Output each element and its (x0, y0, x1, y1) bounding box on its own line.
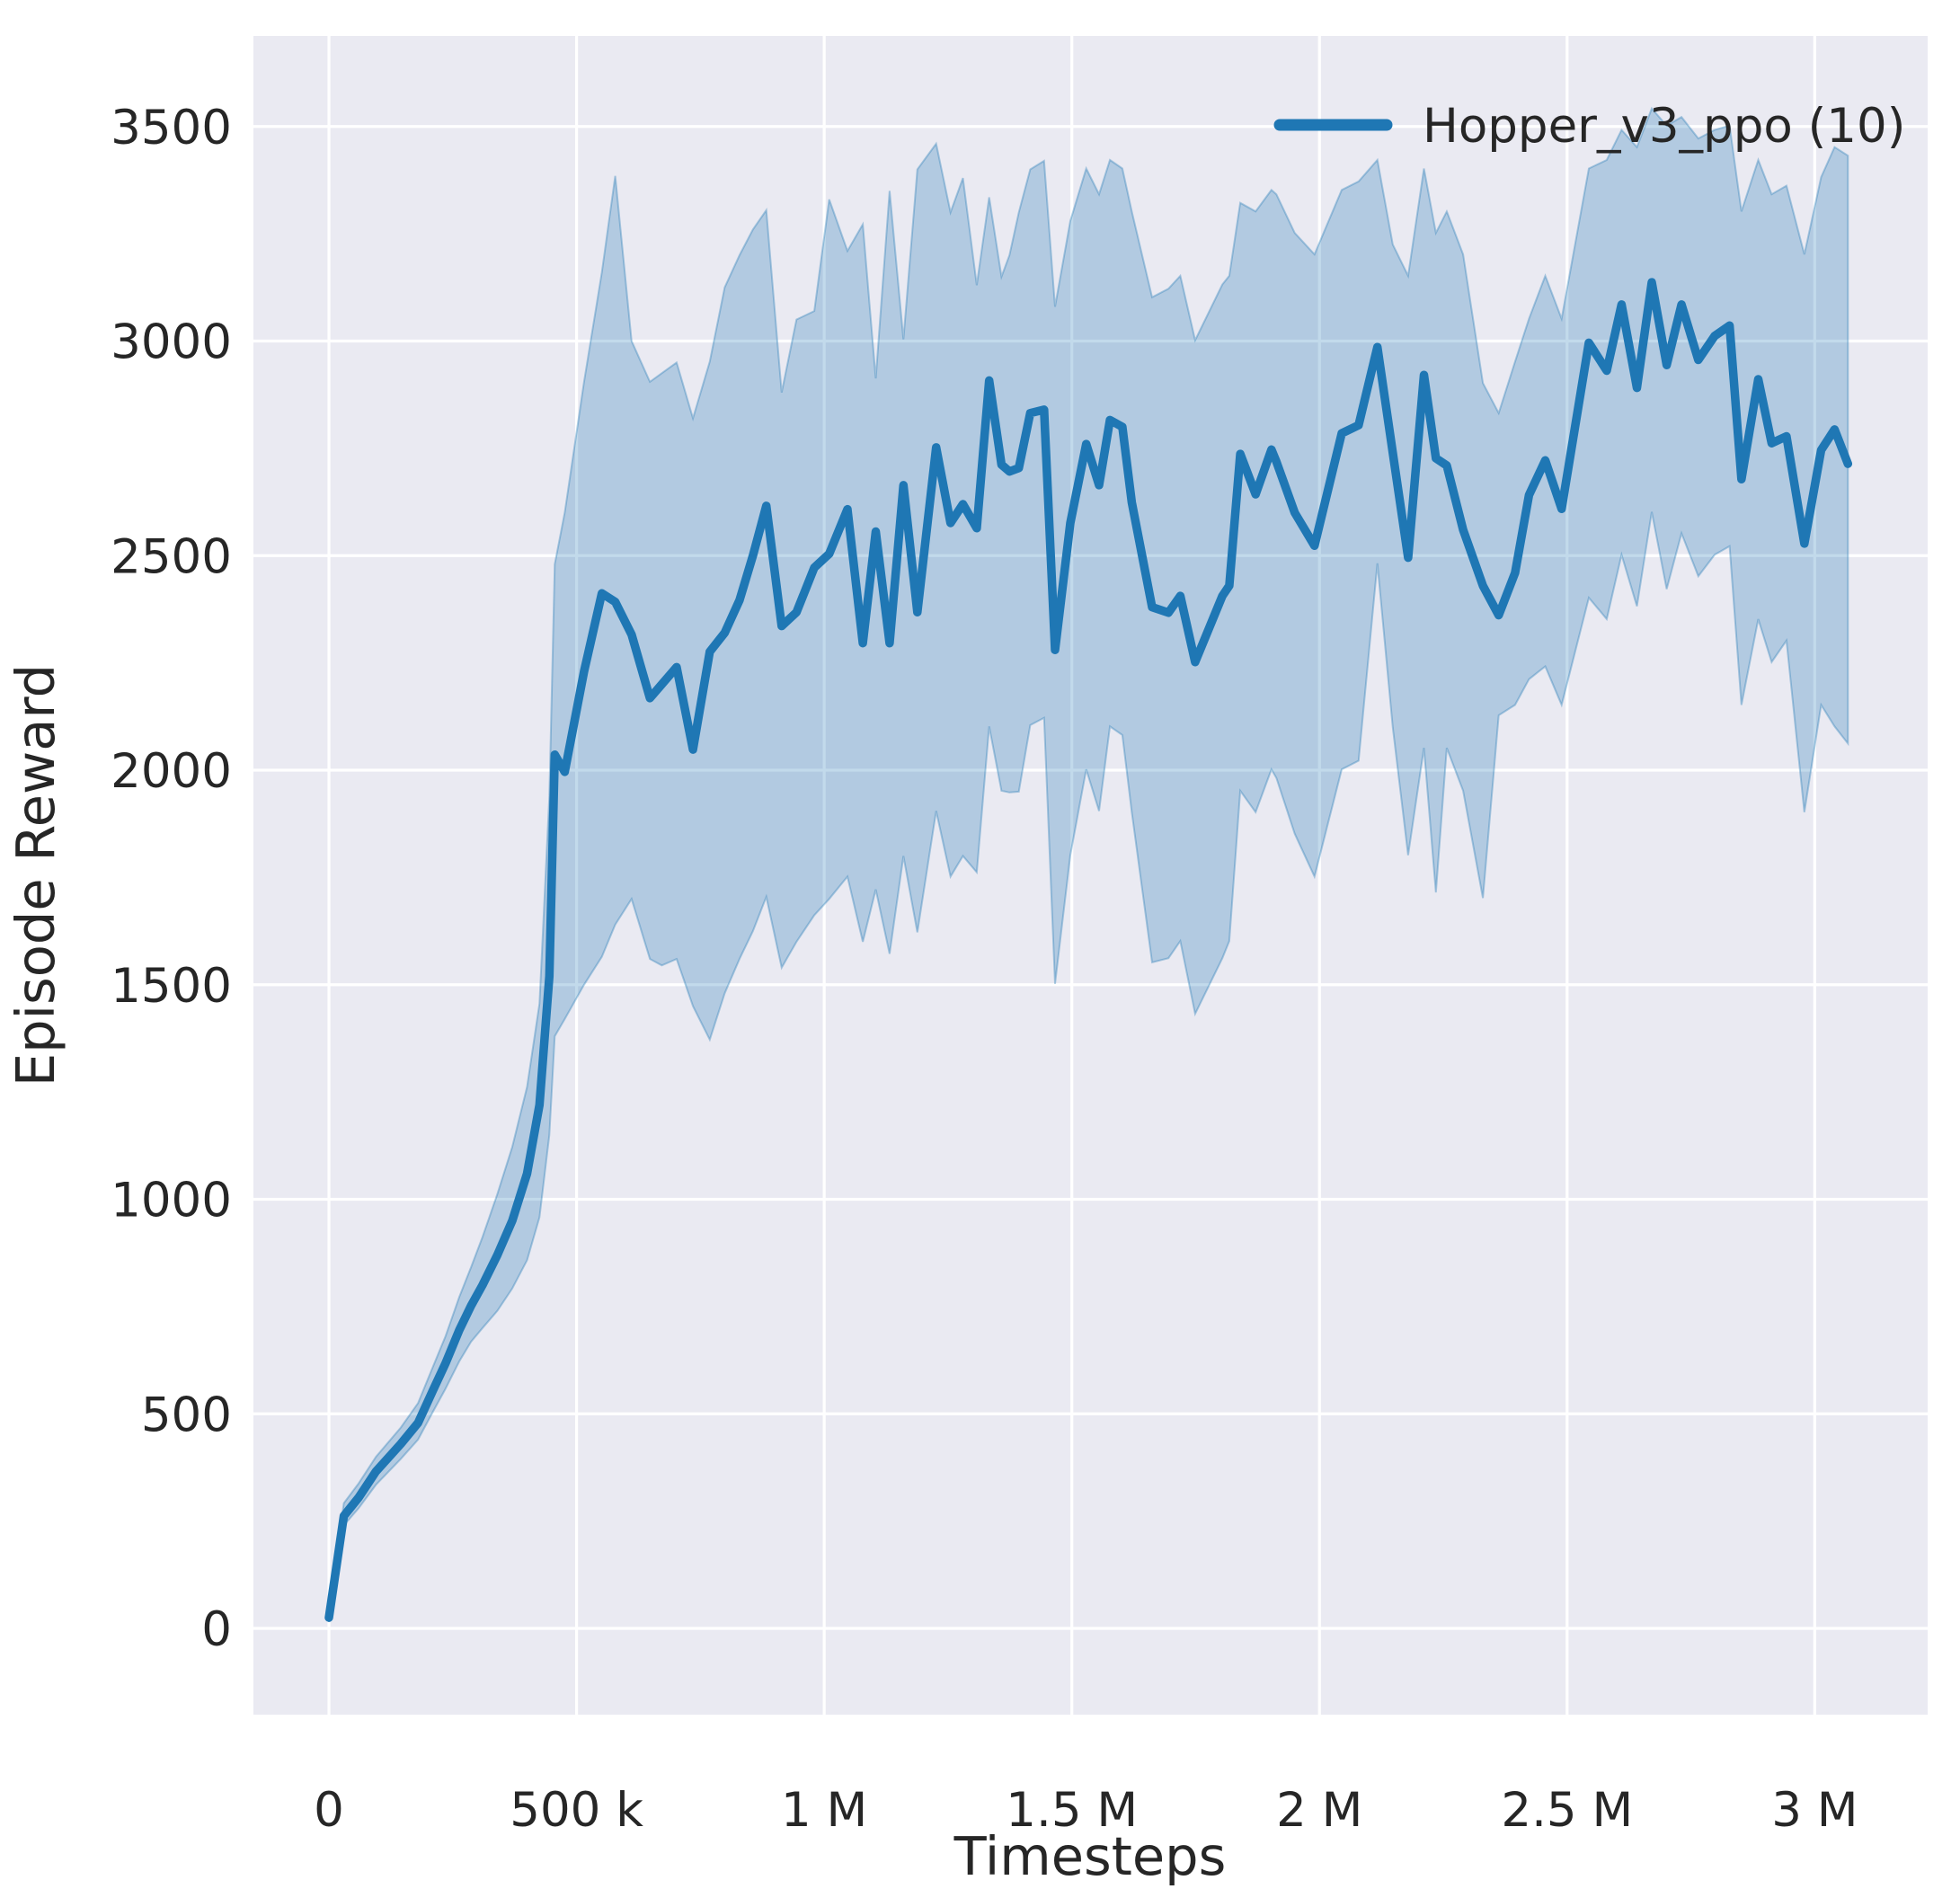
x-tick-label: 1.5 M (1006, 1783, 1138, 1838)
legend: Hopper_v3_ppo (10) (1273, 99, 1905, 154)
x-tick-label: 2.5 M (1501, 1783, 1633, 1838)
y-tick-label: 1000 (111, 1174, 232, 1228)
x-axis-label: Timesteps (953, 1825, 1227, 1885)
y-tick-label: 2000 (111, 744, 232, 799)
x-tick-label: 3 M (1771, 1783, 1858, 1838)
y-axis-label: Episode Reward (4, 664, 67, 1086)
y-tick-label: 3000 (111, 315, 232, 370)
x-tick-label: 0 (314, 1783, 344, 1838)
y-tick-label: 500 (141, 1388, 232, 1442)
mean-line (324, 278, 1853, 1622)
x-tick-label: 500 k (510, 1783, 643, 1838)
y-tick-label: 0 (201, 1602, 232, 1657)
y-tick-label: 1500 (111, 959, 232, 1014)
gridlines (253, 36, 1928, 1715)
y-axis-tick-labels: 0 500 1000 1500 2000 2500 3000 3500 (111, 101, 232, 1657)
x-tick-label: 2 M (1276, 1783, 1362, 1838)
series-group (324, 106, 1853, 1623)
x-axis-tick-labels: 0 500 k 1 M 1.5 M 2 M 2.5 M 3 M (314, 1783, 1858, 1838)
confidence-band (328, 106, 1849, 1623)
y-tick-label: 2500 (111, 529, 232, 584)
y-tick-label: 3500 (111, 101, 232, 155)
x-tick-label: 1 M (781, 1783, 867, 1838)
legend-label: Hopper_v3_ppo (10) (1423, 99, 1905, 154)
